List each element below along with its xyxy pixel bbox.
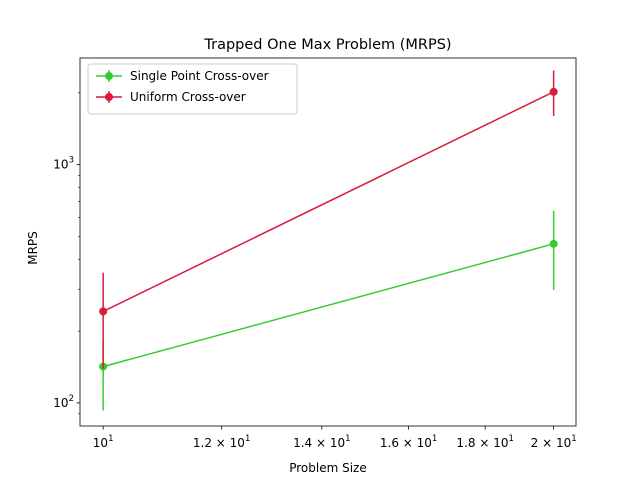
series-line	[102, 243, 554, 368]
legend: Single Point Cross-over Uniform Cross-ove…	[87, 63, 298, 115]
data-point	[549, 87, 558, 96]
legend-item: Single Point Cross-over	[96, 69, 269, 83]
y-tick-label: 103	[53, 156, 74, 172]
y-tick-label: 102	[53, 394, 74, 410]
plot-area: 102 103 101 1.2 × 101 1.4 × 101 1.6 × 101 1.8 …	[53, 57, 577, 450]
data-point	[549, 239, 558, 248]
series-line	[102, 91, 554, 313]
legend-item: Uniform Cross-over	[96, 90, 246, 104]
legend-marker	[105, 93, 113, 101]
chart-title: Trapped One Max Problem (MRPS)	[203, 37, 451, 53]
x-tick-label: 2 × 101	[531, 434, 577, 450]
legend-label: Single Point Cross-over	[130, 69, 269, 83]
series-2	[99, 70, 558, 369]
x-axis-title: Problem Size	[289, 461, 367, 475]
legend-box	[87, 63, 298, 115]
legend-marker	[105, 72, 113, 80]
x-tick-label: 1.2 × 101	[193, 434, 250, 450]
x-tick-label: 1.6 × 101	[380, 434, 437, 450]
x-tick-label: 1.8 × 101	[456, 434, 513, 450]
data-point	[99, 307, 108, 316]
plot-frame	[79, 57, 577, 427]
y-axis-title: MRPS	[26, 231, 40, 265]
legend-label: Uniform Cross-over	[130, 90, 246, 104]
x-tick-label: 1.4 × 101	[293, 434, 350, 450]
x-tick-label: 101	[93, 434, 114, 450]
